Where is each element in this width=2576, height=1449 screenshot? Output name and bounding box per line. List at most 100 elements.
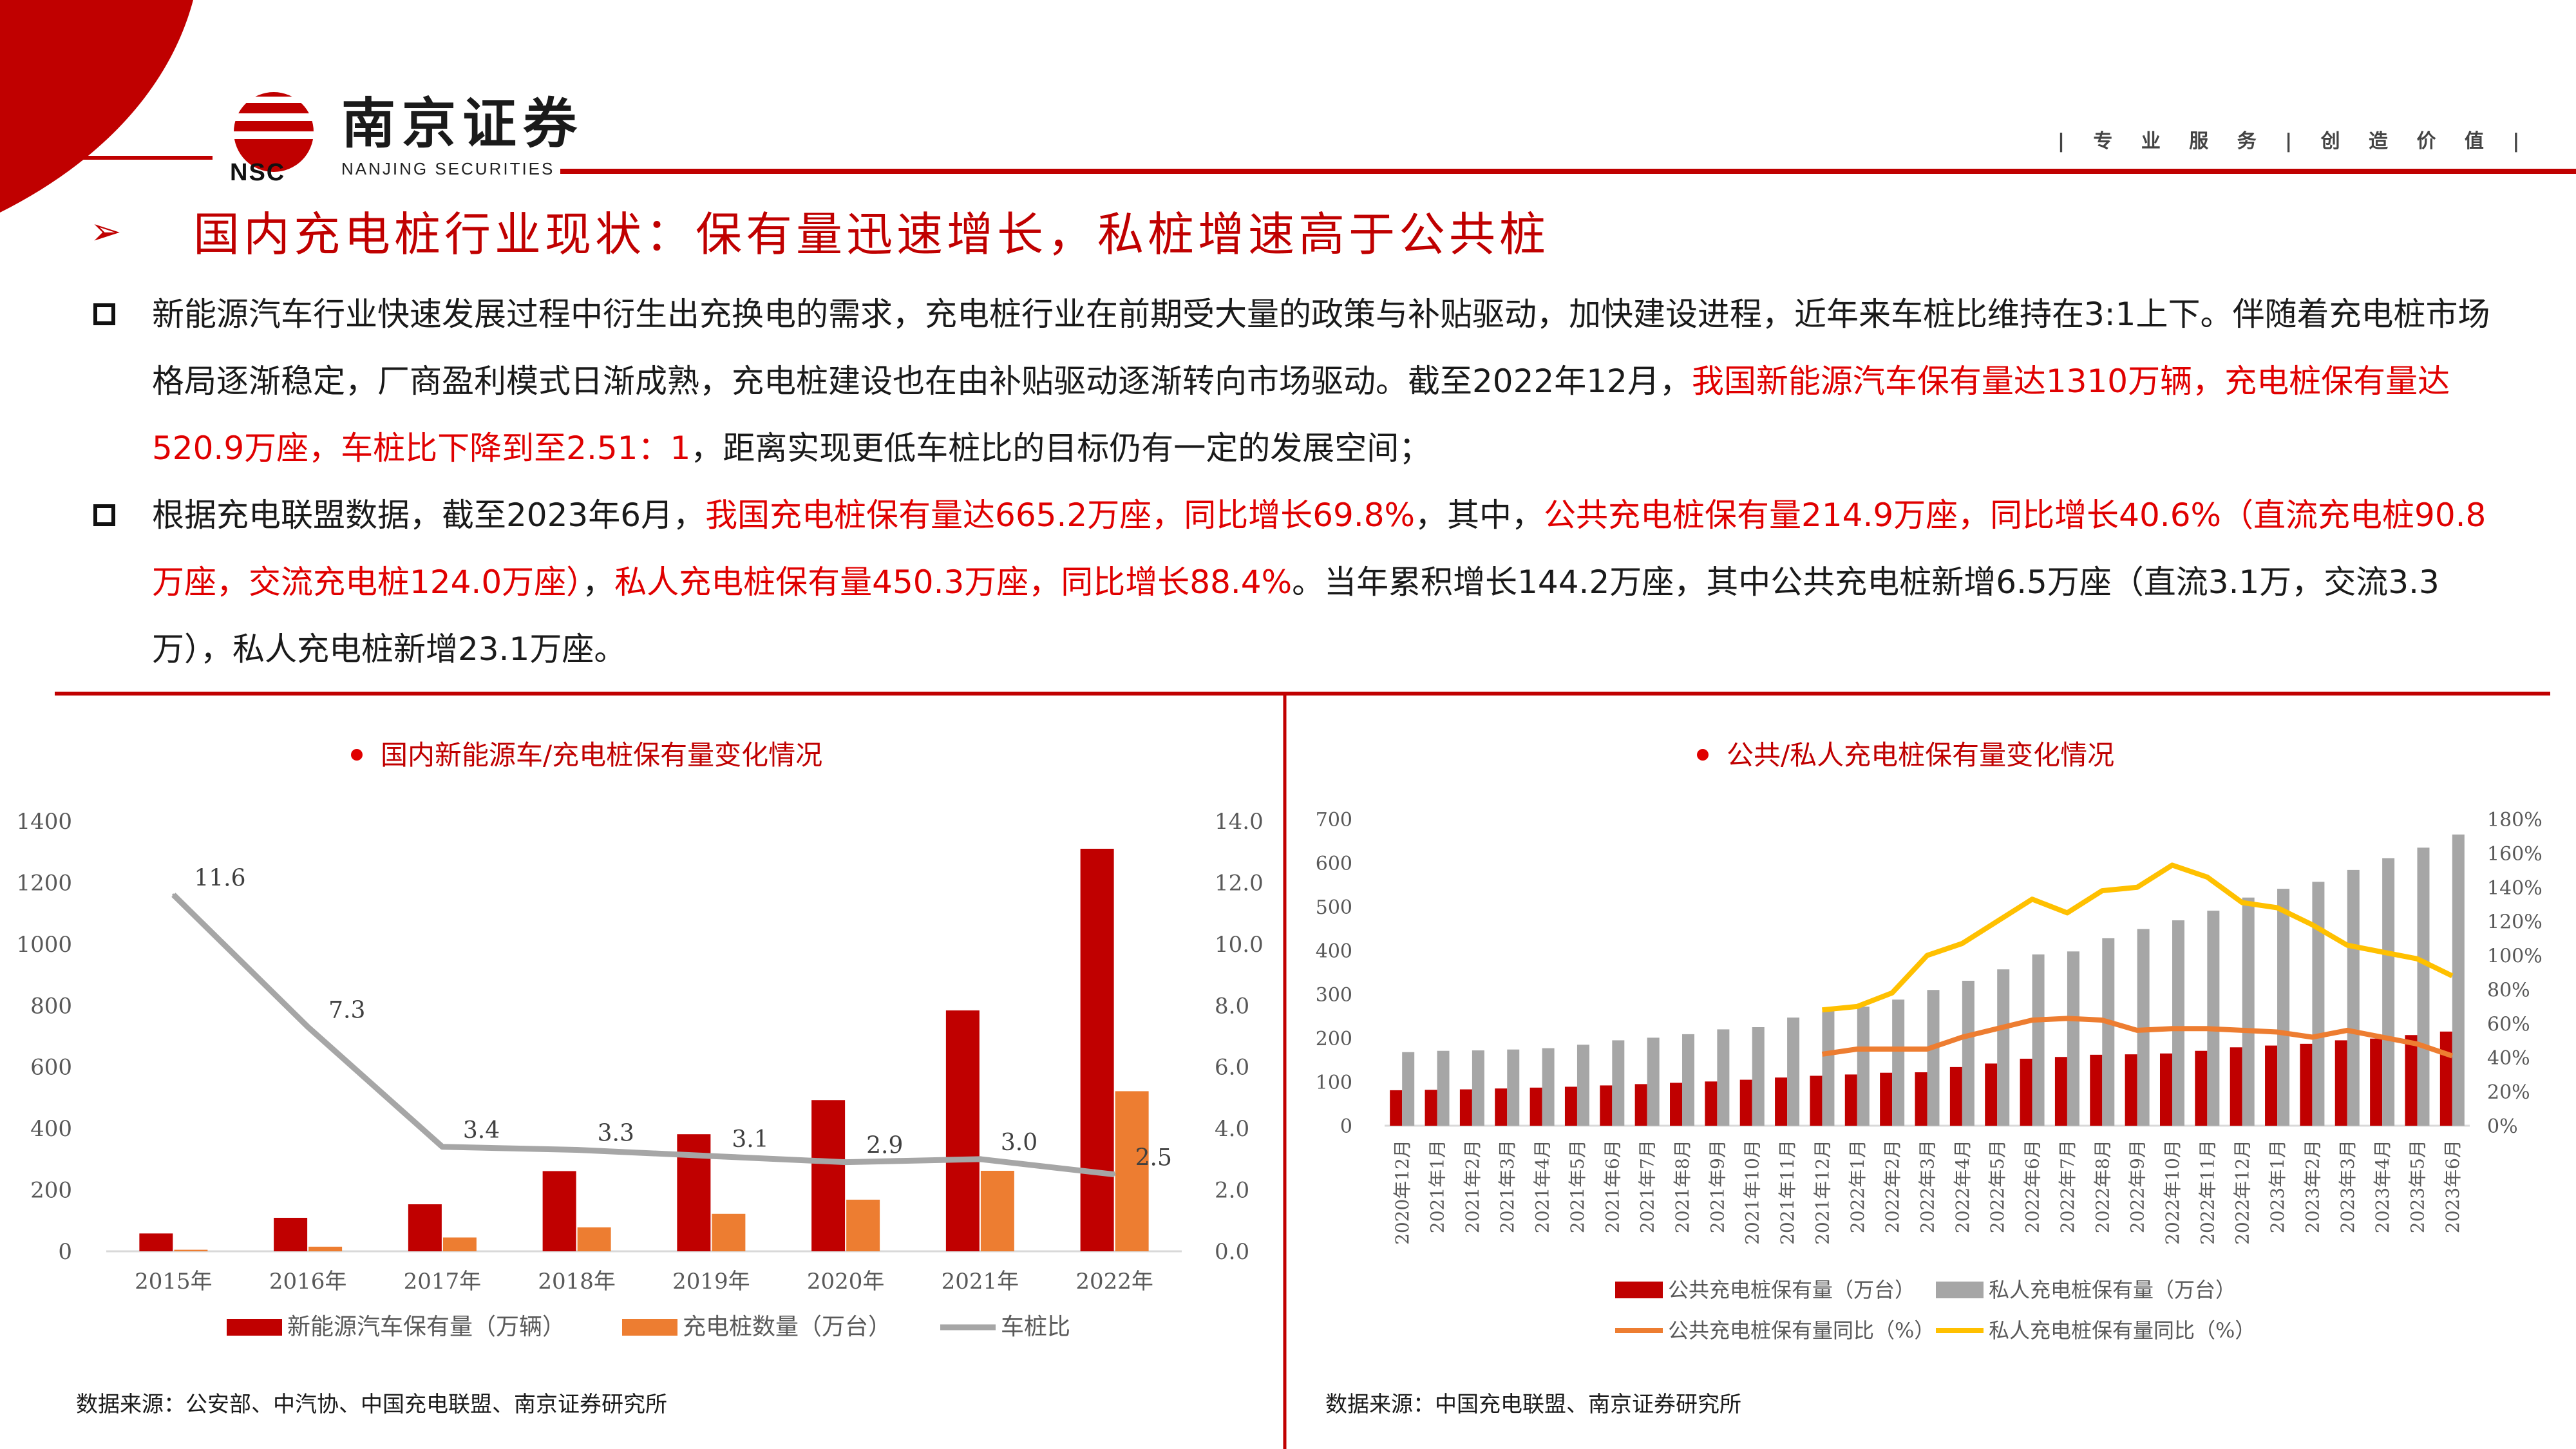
ratio-data-label: 3.4 [463,1117,500,1144]
y-right-tick-label: 80% [2487,979,2530,1001]
body-text: 根据充电联盟数据，截至2023年6月， [152,497,706,534]
ratio-data-label: 3.0 [1001,1130,1037,1156]
bar-public-charger [1600,1085,1613,1126]
bar-public-charger [2230,1047,2242,1126]
x-tick-label: 2020年 [807,1269,885,1294]
bar-private-charger [1752,1027,1765,1126]
bar-public-charger [1810,1075,1823,1126]
y-right-tick-label: 100% [2487,945,2543,968]
x-tick-label: 2022年5月 [1987,1140,2008,1233]
title-dot-icon [1697,748,1709,761]
x-tick-label: 2022年7月 [2057,1140,2078,1233]
logo-text: NSC [230,159,286,186]
body-text: 。当年累积增长144.2万座，其中公共充电桩新增6.5万座（直流3.1万，交流3… [152,564,2439,668]
y-right-tick-label: 6.0 [1215,1055,1249,1081]
y-left-tick-label: 0 [1340,1115,1352,1138]
x-tick-label: 2022年9月 [2127,1140,2148,1233]
bar-private-charger [1682,1034,1695,1126]
x-tick-label: 2022年11月 [2197,1140,2218,1245]
body-text: ，其中， [1415,497,1544,534]
y-right-tick-label: 0% [2487,1115,2518,1138]
line-private-yoy [1822,862,2454,1013]
bar-private-charger [1857,1007,1870,1126]
right-chart: 0 100 200 300 400 500 600 700 0% 20% 40% 60% 80% 100%… [1316,809,2543,1343]
bar-public-charger [1880,1072,1893,1126]
legend-label-private: 私人充电桩保有量（万台） [1989,1278,2236,1302]
x-tick-label: 2021年12月 [1812,1140,1833,1245]
bar-public-charger [1670,1083,1683,1126]
bar-public-charger [1739,1079,1752,1126]
bar-charger-count [1115,1091,1149,1251]
bar-nev-stock [945,1010,980,1251]
y-left-tick-label: 800 [30,993,72,1019]
y-right-tick-label: 10.0 [1215,932,1264,958]
x-tick-label: 2021年 [942,1269,1019,1294]
bar-private-charger [2172,920,2184,1126]
ratio-data-label: 11.6 [194,866,245,892]
y-left-tick-label: 500 [1316,896,1352,919]
x-tick-label: 2022年4月 [1952,1140,1973,1233]
title-dot-icon [351,748,363,761]
right-source-note: 数据来源：中国充电联盟、南京证券研究所 [1325,1392,1741,1417]
highlight-text: 我国充电桩保有量达665.2万座，同比增长69.8% [705,497,1416,534]
y-left-tick-label: 600 [30,1055,72,1081]
bar-public-charger [2054,1057,2067,1126]
bar-nev-stock [542,1171,576,1251]
bar-private-charger [2137,929,2150,1126]
y-right-tick-label: 12.0 [1215,870,1264,896]
left-chart: 0 200 400 600 800 1000 1200 1400 0.0 2.0 4.0 6.0 8.0… [16,809,1264,1340]
x-tick-label: 2022年 [1075,1269,1153,1294]
bar-nev-stock [677,1134,711,1251]
y-left-tick-label: 1400 [16,809,72,835]
bar-private-charger [1542,1048,1555,1126]
ratio-point [307,1025,310,1028]
y-right-tick-label: 8.0 [1215,993,1249,1019]
ratio-data-label: 3.1 [732,1126,768,1153]
legend-swatch-private [1936,1282,1984,1298]
legend-label-ratio: 车桩比 [1001,1314,1070,1340]
x-tick-label: 2022年8月 [2092,1140,2113,1233]
bar-public-charger [2195,1050,2208,1126]
bullet-paragraph-2: 根据充电联盟数据，截至2023年6月，我国充电桩保有量达665.2万座，同比增长… [152,482,2509,683]
y-left-tick-label: 1200 [16,870,72,896]
legend-label-private-yoy: 私人充电桩保有量同比（%） [1989,1318,2255,1343]
x-tick-label: 2022年10月 [2162,1140,2183,1245]
bar-charger-count [174,1249,208,1251]
bar-private-charger [1787,1018,1800,1126]
y-right-tick-label: 180% [2487,809,2543,831]
x-tick-label: 2021年1月 [1427,1140,1448,1233]
bar-private-charger [1507,1049,1520,1126]
x-tick-label: 2015年 [135,1269,213,1294]
bar-public-charger [2020,1058,2032,1126]
y-right-tick-label: 0.0 [1215,1239,1249,1265]
line-vehicle-charger-ratio [171,893,1115,1178]
y-left-tick-label: 200 [30,1178,72,1204]
x-tick-label: 2018年 [538,1269,616,1294]
ratio-point [575,1148,578,1151]
bar-public-charger [1390,1090,1403,1126]
bar-private-charger [2102,938,2115,1126]
x-tick-label: 2021年2月 [1462,1140,1483,1233]
slogan: | 专 业 服 务 | 创 造 价 值 | [2058,130,2528,153]
ratio-point [844,1160,848,1164]
ratio-point [440,1145,444,1148]
bar-private-charger [2347,869,2360,1126]
legend-swatch-charger [622,1319,677,1336]
x-tick-label: 2021年7月 [1637,1140,1658,1233]
y-right-tick-label: 140% [2487,877,2543,900]
y-left-tick-label: 100 [1316,1072,1352,1094]
y-left-tick-label: 1000 [16,932,72,958]
bar-private-charger [2452,834,2465,1126]
x-tick-label: 2020年12月 [1392,1140,1413,1245]
header-decoration [0,0,2576,213]
bar-public-charger [2090,1054,2103,1126]
bullet-paragraph-1: 新能源汽车行业快速发展过程中衍生出充换电的需求，充电桩行业在前期受大量的政策与补… [152,281,2509,482]
title-arrow-icon: ➢ [90,209,122,253]
brand-name-english: NANJING SECURITIES [341,159,555,178]
body-text: ，距离实现更低车桩比的目标仍有一定的发展空间； [690,430,1432,467]
bar-private-charger [1402,1052,1415,1126]
line-public-yoy [1821,1016,2454,1059]
y-left-tick-label: 400 [30,1116,72,1142]
legend-swatch-nev [227,1319,282,1336]
bar-private-charger [2207,911,2220,1126]
